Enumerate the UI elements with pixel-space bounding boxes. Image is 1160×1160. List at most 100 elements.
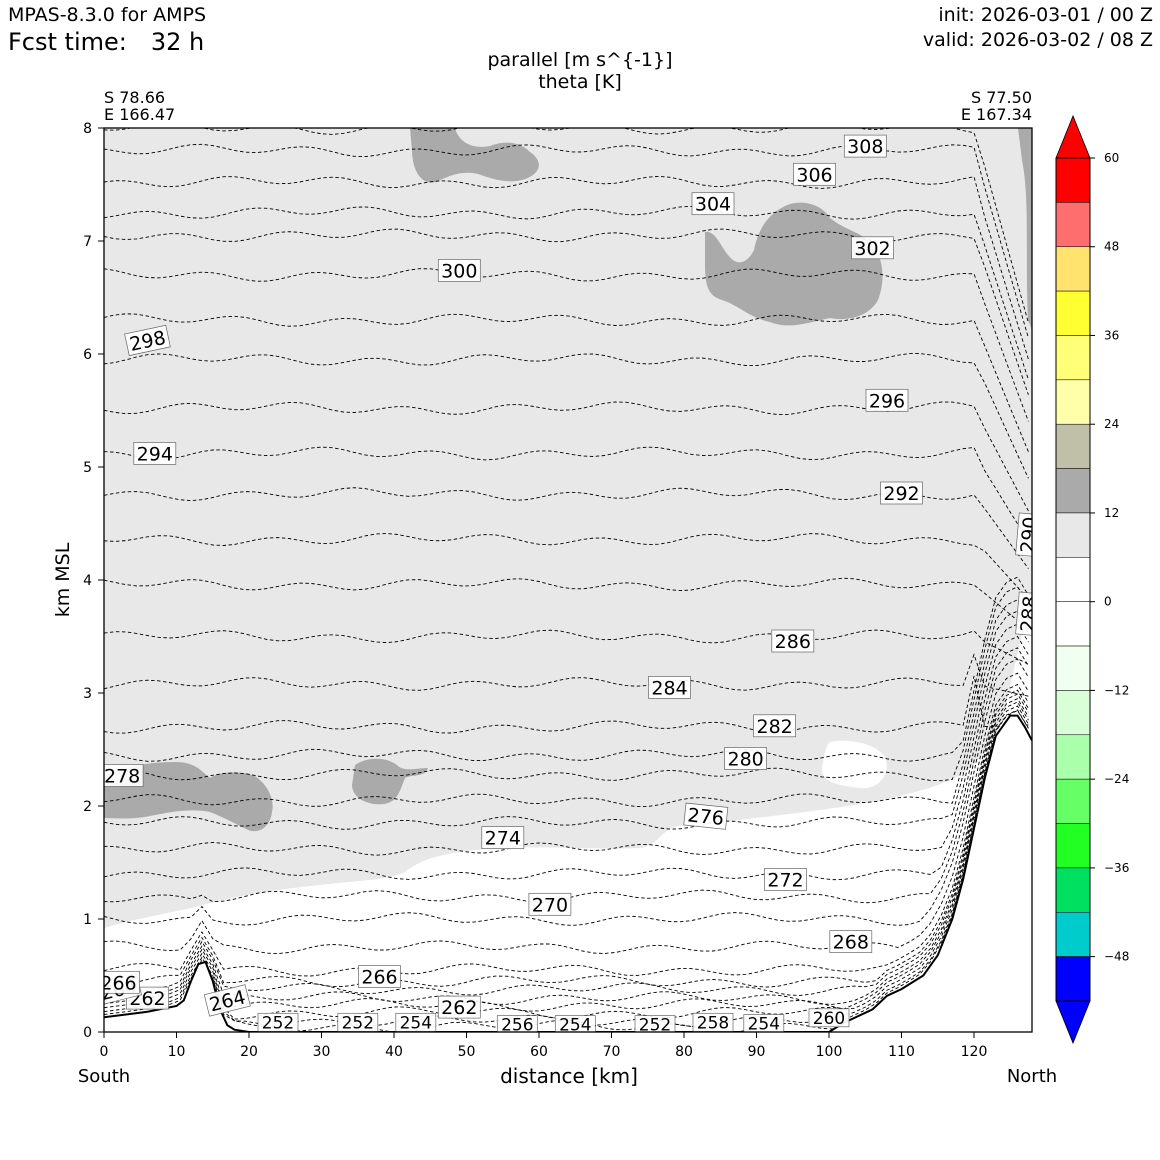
colorbar-tick-label: 24 [1104,417,1119,431]
x-tick-label: 80 [675,1044,693,1060]
colorbar-segment [1055,246,1091,292]
theta-contour-label-box [104,970,140,994]
theta-contour-label: 278 [104,764,144,788]
y-tick-label: 3 [83,686,92,702]
colorbar-segment [1055,690,1091,736]
x-tick-label: 90 [748,1044,766,1060]
theta-contour-line [104,577,1029,630]
theta-contour-label: 306 [793,162,836,186]
theta-contour-label-text: 252 [639,1016,671,1036]
theta-contour-label-box [771,629,815,653]
theta-contour-line [104,586,1029,782]
theta-contour-line [104,689,1029,988]
theta-contour-line [104,446,1029,542]
theta-contour-line [104,576,1029,762]
theta-contour-label-box [124,324,171,356]
theta-contour-label: 268 [829,930,873,954]
theta-contour-label: 298 [124,324,171,356]
theta-contour-label-box [829,930,873,953]
colorbar-segment [1055,956,1091,1002]
theta-contour-label: 260 [808,1008,850,1029]
theta-contour-label: 288 [1015,591,1032,637]
x-tick-label: 70 [603,1044,621,1060]
colorbar-tick-label: 48 [1104,240,1119,254]
colorbar-segment [1055,601,1091,647]
theta-contour-line [104,675,1029,734]
x-tick-label: 30 [313,1044,331,1060]
x-tick-label: 110 [888,1044,915,1060]
theta-contour-label-text: 282 [756,716,792,738]
theta-contour-line [104,533,1029,600]
theta-contour-line [104,623,1029,856]
colorbar-segment [1055,734,1091,780]
theta-contour-label: 270 [528,892,572,916]
colorbar: 60 48 36 24 12 0 −12 −24 −36 −48 [1055,114,1129,1045]
colorbar-segment [1055,512,1091,558]
theta-contour-label-box [437,995,481,1019]
theta-contour-label-text: 266 [361,967,397,989]
theta-contour-label: 254 [743,1014,785,1032]
theta-contour-line [104,599,1029,808]
colorbar-frame [1055,157,1091,1002]
theta-contour-label-text: 270 [532,894,568,916]
y-axis: 0 1 2 3 4 5 6 7 8 [83,121,104,1041]
theta-contour-label: 286 [771,629,815,653]
theta-contour-label: 308 [843,134,887,158]
theta-contour-line [104,205,1029,380]
theta-contour-label-box [808,1008,850,1028]
theta-contour-label: 266 [104,970,140,994]
theta-contour-label-text: 258 [697,1013,729,1033]
y-tick-label: 1 [83,912,92,928]
colorbar-segment [1055,157,1091,203]
left-endpoint-lon: E 166.47 [104,105,176,124]
wind-shading-light [104,128,1032,928]
theta-contour-line [104,683,1029,977]
theta-contour-label-box [724,747,767,770]
colorbar-tick-label: −36 [1104,861,1129,875]
colorbar-tick-label: −48 [1104,950,1129,964]
x-tick-label: 120 [961,1044,988,1060]
theta-contour-label: 252 [337,1012,379,1032]
theta-contour-label-box [692,1012,734,1032]
theta-contour-label-box [1015,591,1032,637]
theta-contour-label-text: 290 [1017,516,1042,554]
x-end-label-south: South [78,1066,130,1087]
theta-contour-label-text: 286 [775,631,811,653]
theta-contour-label-box [753,714,796,738]
theta-contour-label-box [743,1014,785,1032]
y-tick-label: 2 [83,799,92,815]
theta-contour-label-text: 294 [137,443,173,465]
colorbar-segment [1055,202,1091,247]
valid-time: valid: 2026-03-02 / 08 Z [922,29,1153,51]
theta-contour-label-text: 308 [847,136,883,158]
colorbar-tick-label: −12 [1104,683,1129,697]
theta-contour-label: 258 [692,1012,734,1033]
theta-contour-label-box [880,481,923,505]
terrain-outline [104,714,1032,1032]
theta-contour-label-box [481,826,525,849]
x-tick-label: 60 [530,1044,548,1060]
x-tick-label: 20 [240,1044,258,1060]
theta-contour-label-text: 280 [727,749,763,771]
theta-contour-line [104,629,1029,665]
y-axis-label: km MSL [52,542,74,617]
theta-contour-label-box [337,1012,379,1032]
theta-contour-label: 302 [851,236,894,260]
colorbar-tick-label: 12 [1104,506,1119,520]
colorbar-tick-label: 36 [1104,328,1119,342]
theta-contour-lines [104,128,1029,1032]
y-tick-label: 4 [83,573,92,589]
plot-area: 2522522542562542522582542602622642662642… [104,128,1042,1036]
theta-contour-line [104,487,1029,569]
right-endpoint-lon: E 167.34 [960,105,1032,124]
theta-contour-label: 304 [691,192,735,216]
theta-contour-label: 276 [683,802,729,830]
colorbar-segment [1055,778,1091,824]
theta-contour-label: 252 [634,1015,676,1036]
theta-contour-label-text: 284 [651,677,687,699]
wind-shading-dark-upper [410,128,539,183]
theta-contour-label-text: 304 [695,194,731,216]
colorbar-segment [1055,557,1091,602]
colorbar-segment [1055,335,1091,381]
theta-contour-label-box [257,1012,299,1032]
